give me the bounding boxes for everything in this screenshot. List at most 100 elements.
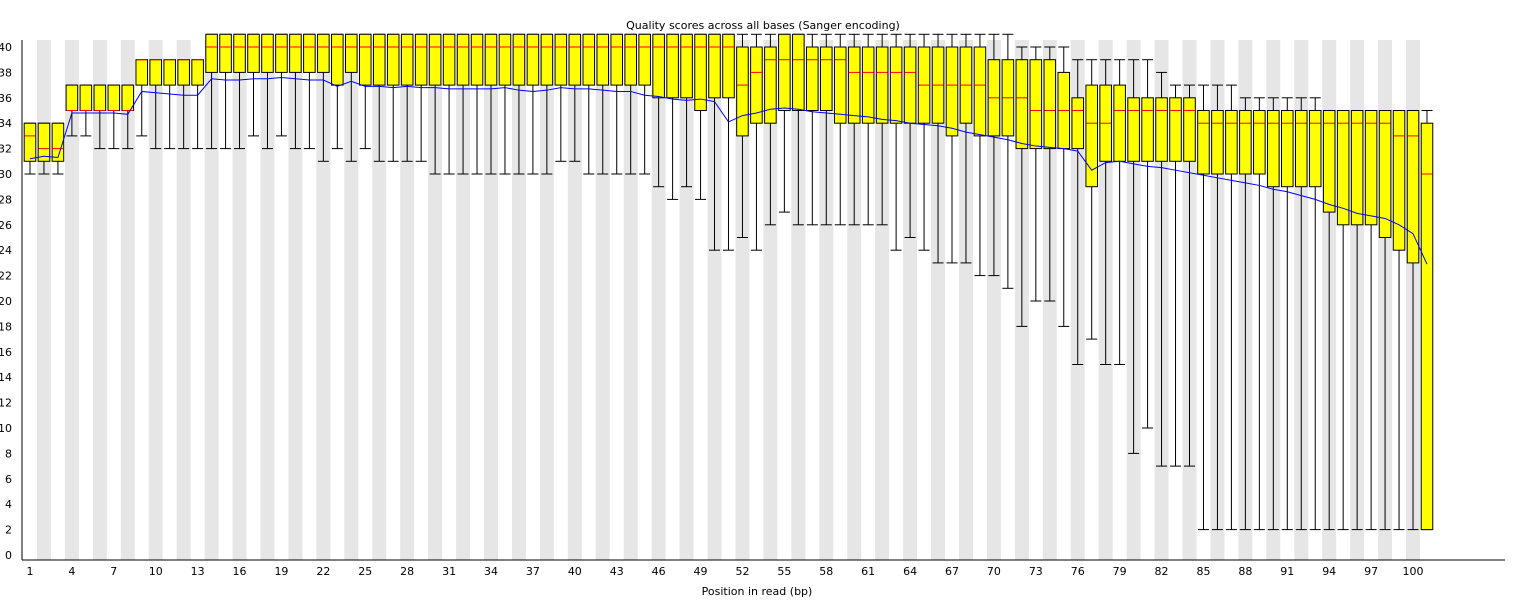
box-99 [1392,110,1406,251]
band-6 [92,40,107,560]
x-ticks-group: 1 4 7 10 13 16 19 22 25 28 31 34 37 40 43 46 49 52 55 58 61 6… [26,565,1423,578]
box-22 [317,33,330,73]
y-tick-label-12: 12 [0,397,12,410]
x-tick-label-67: 67 [945,565,959,578]
box-55 [778,33,791,111]
box-58 [819,46,833,111]
x-tick-label-70: 70 [987,565,1001,578]
box-21 [303,33,316,73]
box-7 [107,84,121,111]
box-30 [428,33,442,86]
box-46 [652,33,665,99]
box-96 [1350,110,1364,226]
x-tick-label-55: 55 [777,565,791,578]
x-tick-label-64: 64 [903,565,917,578]
band-40 [567,40,582,560]
band-14 [204,40,219,560]
box-77 [1085,84,1098,188]
band-24 [344,40,359,560]
x-tick-label-34: 34 [484,565,498,578]
y-tick-label-20: 20 [0,295,12,308]
y-tick-label-26: 26 [0,219,12,232]
box-83 [1169,97,1182,162]
box-95 [1336,110,1350,226]
band-56 [791,40,806,560]
box-20 [289,33,302,73]
y-tick-label-36: 36 [0,92,12,105]
x-tick-label-40: 40 [568,565,582,578]
box-23 [331,33,344,86]
box-6 [93,84,107,111]
band-8 [120,40,135,560]
band-2 [36,40,51,560]
band-44 [623,40,638,560]
box-10 [149,59,162,86]
x-tick-label-94: 94 [1322,565,1336,578]
box-36 [512,33,526,86]
box-93 [1308,110,1322,188]
box-26 [372,33,386,86]
box-13 [191,59,204,86]
mean-line-group [29,76,1428,265]
band-70 [986,40,1001,560]
x-tick-label-7: 7 [110,565,117,578]
band-46 [651,40,666,560]
band-66 [931,40,946,560]
box-82 [1155,97,1168,162]
box-56 [792,33,805,111]
x-tick-label-61: 61 [861,565,875,578]
box-25 [358,33,372,86]
box-42 [596,33,610,86]
box-69 [973,46,987,137]
box-85 [1197,110,1210,175]
x-tick-label-46: 46 [652,565,666,578]
y-tick-label-10: 10 [0,422,12,435]
x-tick-label-4: 4 [68,565,75,578]
box-72 [1015,59,1029,150]
box-40 [568,33,582,86]
x-tick-label-76: 76 [1071,565,1085,578]
box-74 [1043,59,1057,150]
x-tick-label-31: 31 [442,565,456,578]
box-50 [708,33,721,99]
y-tick-label-32: 32 [0,143,12,156]
box-101 [1420,122,1434,531]
box-12 [177,59,190,86]
box-60 [847,46,861,124]
y-tick-label-16: 16 [0,346,12,359]
x-tick-label-28: 28 [400,565,414,578]
mean-line [29,76,1428,265]
box-91 [1281,110,1294,188]
band-26 [372,40,387,560]
box-1 [23,122,37,162]
band-30 [428,40,443,560]
y-tick-label-8: 8 [5,447,12,460]
band-60 [847,40,862,560]
box-31 [442,33,456,86]
x-tick-label-22: 22 [316,565,330,578]
box-2 [37,122,51,162]
y-tick-label-30: 30 [0,168,12,181]
x-tick-label-82: 82 [1155,565,1169,578]
box-97 [1364,110,1378,226]
box-19 [275,33,288,73]
box-87 [1225,110,1238,175]
box-48 [680,33,693,99]
x-tick-label-85: 85 [1196,565,1210,578]
box-41 [582,33,596,86]
medians-group [24,46,1433,175]
band-12 [176,40,191,560]
y-tick-label-28: 28 [0,193,12,206]
box-9 [135,59,149,86]
y-tick-label-2: 2 [5,524,12,537]
y-tick-label-0: 0 [5,549,12,562]
box-92 [1294,110,1308,188]
box-54 [764,46,777,124]
band-28 [400,40,415,560]
x-tick-label-49: 49 [694,565,708,578]
y-tick-label-40: 40 [0,41,12,54]
x-tick-label-88: 88 [1238,565,1252,578]
box-94 [1322,110,1336,213]
band-52 [735,40,750,560]
